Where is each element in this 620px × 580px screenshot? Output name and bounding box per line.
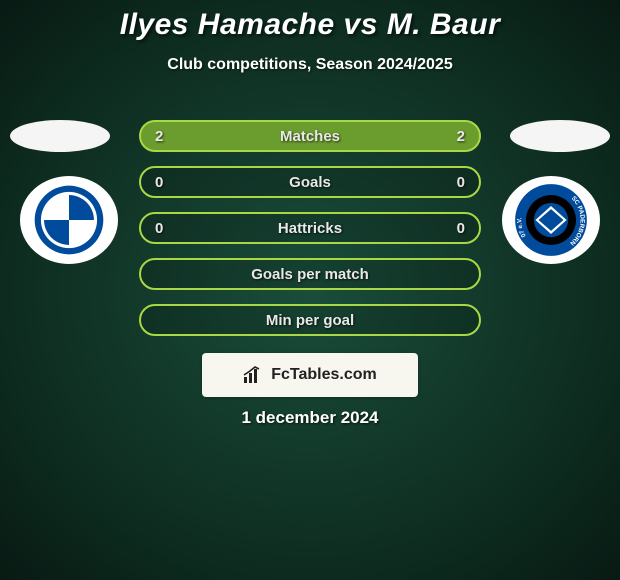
stat-bar: Goals per match [139,258,481,290]
bar-chart-icon [243,366,265,384]
date-label: 1 december 2024 [0,408,620,428]
stat-value-left: 0 [155,220,163,237]
stat-row: Min per goal [0,304,620,336]
stat-value-left: 0 [155,174,163,191]
stat-row: 0 Hattricks 0 [0,212,620,244]
stat-bar: 2 Matches 2 [139,120,481,152]
comparison-card: Ilyes Hamache vs M. Baur Club competitio… [0,0,620,580]
stat-label: Min per goal [266,312,354,329]
stat-row: 2 Matches 2 [0,120,620,152]
stat-bar: 0 Hattricks 0 [139,212,481,244]
subtitle: Club competitions, Season 2024/2025 [0,56,620,74]
stat-label: Goals per match [251,266,369,283]
stat-value-right: 2 [457,128,465,145]
stat-label: Matches [280,128,340,145]
stat-row: Goals per match [0,258,620,290]
stat-label: Goals [289,174,331,191]
stat-value-left: 2 [155,128,163,145]
stat-bar: Min per goal [139,304,481,336]
stat-value-right: 0 [457,220,465,237]
stat-value-right: 0 [457,174,465,191]
page-title: Ilyes Hamache vs M. Baur [0,0,620,42]
stats-list: 2 Matches 2 0 Goals 0 0 Hattricks 0 Goals per mat… [0,120,620,350]
stat-bar: 0 Goals 0 [139,166,481,198]
branding-box: FcTables.com [202,353,418,397]
stat-row: 0 Goals 0 [0,166,620,198]
stat-label: Hattricks [278,220,342,237]
branding-label: FcTables.com [271,366,377,384]
